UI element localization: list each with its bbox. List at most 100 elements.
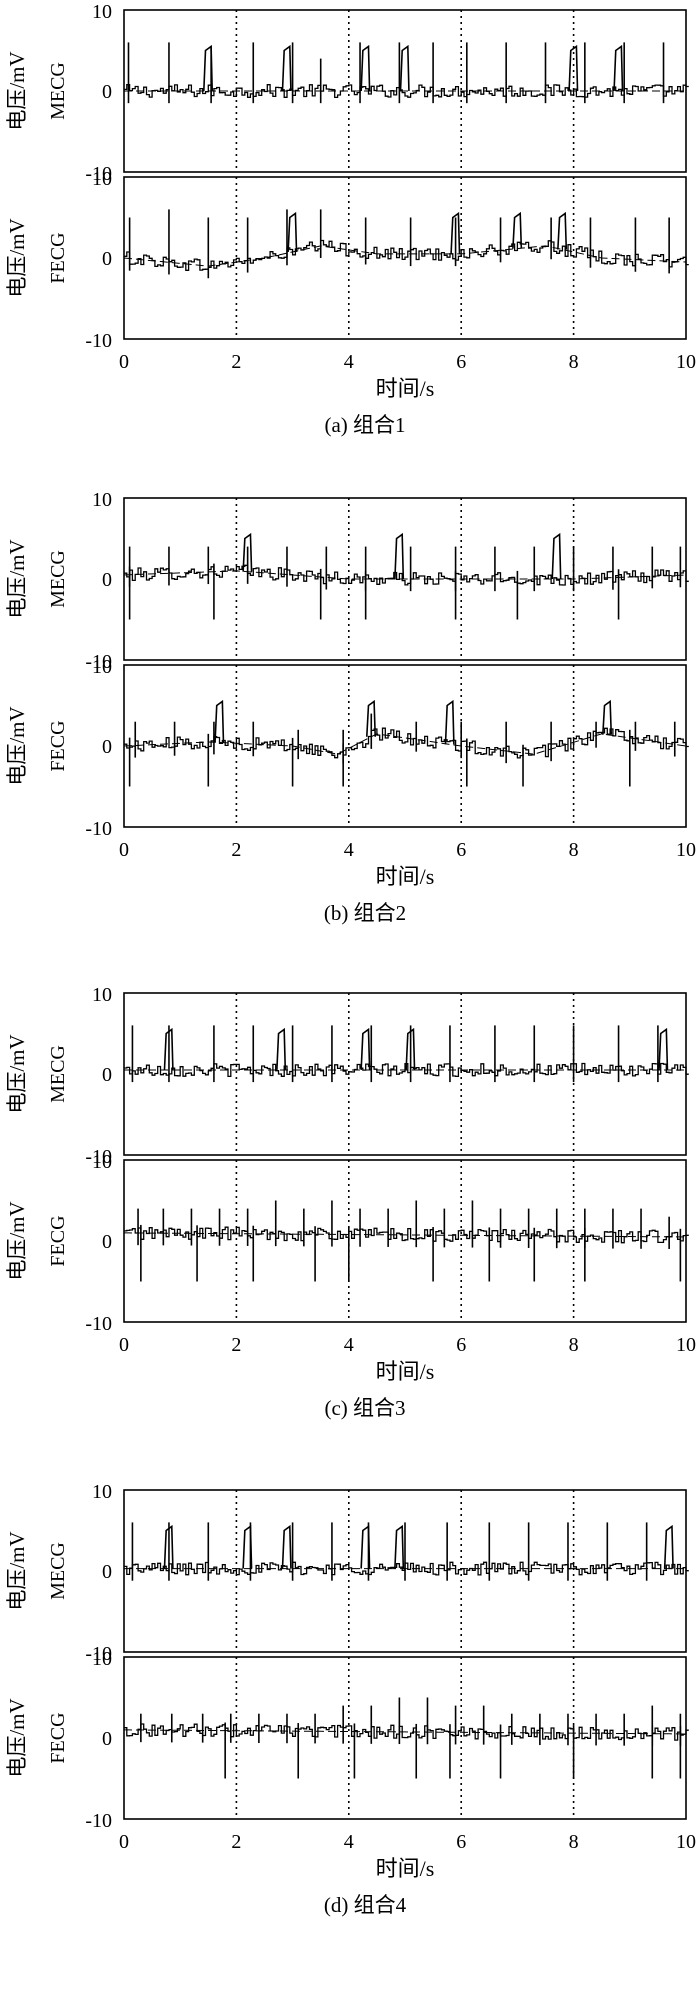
- series-label-fecg: FECG: [47, 232, 69, 283]
- y-axis-label: 电压/mV: [5, 1531, 29, 1610]
- broad-wave: [450, 211, 461, 254]
- broad-wave: [394, 1524, 405, 1569]
- x-tick-label: 2: [231, 1831, 241, 1853]
- broad-wave: [281, 1524, 292, 1569]
- y-tick-label: 10: [92, 1, 112, 23]
- broad-wave: [613, 44, 624, 92]
- y-tick-label: -10: [85, 1313, 112, 1335]
- x-tick-label: 10: [676, 351, 696, 373]
- x-tick-label: 10: [676, 1831, 696, 1853]
- x-tick-label: 4: [344, 839, 354, 861]
- y-tick-label: 0: [102, 1231, 112, 1253]
- broad-wave: [287, 211, 298, 252]
- broad-wave: [163, 1524, 174, 1569]
- series-label-fecg: FECG: [47, 720, 69, 771]
- series-label-fecg: FECG: [47, 1215, 69, 1266]
- panel-mecg: 10 0 -10 MECG 电压/mV: [5, 1481, 689, 1665]
- x-tick-label: 0: [119, 351, 129, 373]
- broad-wave: [512, 211, 523, 249]
- x-tick-label: 2: [231, 1334, 241, 1356]
- y-tick-label: 10: [92, 1151, 112, 1173]
- broad-wave: [360, 44, 371, 92]
- trend-line: [124, 1729, 687, 1735]
- series-label-mecg: MECG: [47, 550, 69, 608]
- y-tick-label: -10: [85, 1146, 112, 1168]
- x-tick-label: 4: [344, 351, 354, 373]
- y-axis-label: 电压/mV: [5, 539, 29, 618]
- y-tick-label: 0: [102, 1064, 112, 1086]
- y-tick-label: 10: [92, 1648, 112, 1670]
- broad-wave: [214, 699, 225, 743]
- panel-fecg: 10 0 -10 FECG 电压/mV: [5, 656, 689, 840]
- panel-fecg: 10 0 -10 FECG 电压/mV: [5, 1151, 689, 1335]
- y-tick-label: 0: [102, 81, 112, 103]
- signal-trace: [124, 564, 689, 586]
- signal-trace: [124, 1561, 689, 1576]
- trend-line: [123, 245, 687, 267]
- chart-caption: (b) 组合2: [324, 901, 406, 925]
- x-tick-label: 0: [119, 839, 129, 861]
- chart-caption: (d) 组合4: [324, 1893, 407, 1917]
- y-tick-label: -10: [85, 651, 112, 673]
- chart-group-3: 10 0 -10 MECG 电压/mV 10 0 -10 FECG 电压/mV 0 2 4 6 8 10 时间/…: [5, 984, 696, 1420]
- broad-wave: [399, 44, 410, 92]
- broad-wave: [281, 44, 292, 92]
- signal-trace: [124, 727, 689, 759]
- broad-wave: [557, 211, 568, 250]
- y-axis-label: 电压/mV: [5, 1698, 29, 1777]
- y-tick-label: 10: [92, 984, 112, 1006]
- x-tick-label: 0: [119, 1831, 129, 1853]
- series-label-mecg: MECG: [47, 62, 69, 120]
- signal-trace: [124, 1723, 689, 1741]
- y-tick-label: 10: [92, 656, 112, 678]
- broad-wave: [163, 1027, 174, 1070]
- x-tick-label: 8: [569, 839, 579, 861]
- signal-trace: [124, 1226, 689, 1244]
- x-tick-label: 8: [569, 1334, 579, 1356]
- broad-wave: [203, 44, 214, 92]
- y-tick-label: 0: [102, 248, 112, 270]
- trend-line: [124, 1232, 687, 1238]
- y-tick-label: 0: [102, 569, 112, 591]
- x-tick-label: 6: [456, 351, 466, 373]
- chart-caption: (c) 组合3: [324, 1396, 405, 1420]
- broad-wave: [242, 1524, 253, 1569]
- chart-caption: (a) 组合1: [324, 413, 405, 437]
- panel-fecg: 10 0 -10 FECG 电压/mV: [5, 168, 689, 352]
- y-tick-label: 0: [102, 1728, 112, 1750]
- broad-wave: [444, 699, 455, 745]
- x-tick-label: 8: [569, 351, 579, 373]
- y-tick-label: 10: [92, 489, 112, 511]
- series-label-mecg: MECG: [47, 1045, 69, 1103]
- broad-wave: [242, 532, 253, 572]
- x-tick-label: 4: [344, 1831, 354, 1853]
- y-tick-label: 0: [102, 736, 112, 758]
- x-tick-label: 2: [231, 839, 241, 861]
- y-tick-label: 0: [102, 1561, 112, 1583]
- broad-wave: [602, 699, 613, 735]
- series-label-mecg: MECG: [47, 1542, 69, 1600]
- y-tick-label: -10: [85, 818, 112, 840]
- y-axis-label: 电压/mV: [5, 1034, 29, 1113]
- y-tick-label: -10: [85, 1643, 112, 1665]
- broad-wave: [360, 1524, 371, 1569]
- broad-wave: [405, 1027, 416, 1070]
- x-axis-label: 时间/s: [376, 1856, 435, 1881]
- x-tick-label: 6: [456, 1831, 466, 1853]
- panel-frame: [123, 1159, 687, 1323]
- x-tick-label: 8: [569, 1831, 579, 1853]
- chart-group-1: 10 0 -10 MECG 电压/mV 10 0 -10 FECG 电压/mV 0 2 4 6 8 10 时间/…: [5, 1, 696, 437]
- broad-wave: [568, 44, 579, 92]
- broad-wave: [360, 1027, 371, 1070]
- y-tick-label: -10: [85, 330, 112, 352]
- x-tick-label: 10: [676, 839, 696, 861]
- broad-wave: [365, 699, 377, 737]
- y-axis-label: 电压/mV: [5, 706, 29, 785]
- chart-group-2: 10 0 -10 MECG 电压/mV 10 0 -10 FECG 电压/mV 0 2 4 6 8 10 时间/…: [5, 489, 696, 925]
- broad-wave: [276, 1027, 287, 1070]
- y-tick-label: 10: [92, 168, 112, 190]
- y-axis-label: 电压/mV: [5, 218, 29, 297]
- x-axis-label: 时间/s: [376, 376, 435, 401]
- broad-wave: [658, 1027, 669, 1070]
